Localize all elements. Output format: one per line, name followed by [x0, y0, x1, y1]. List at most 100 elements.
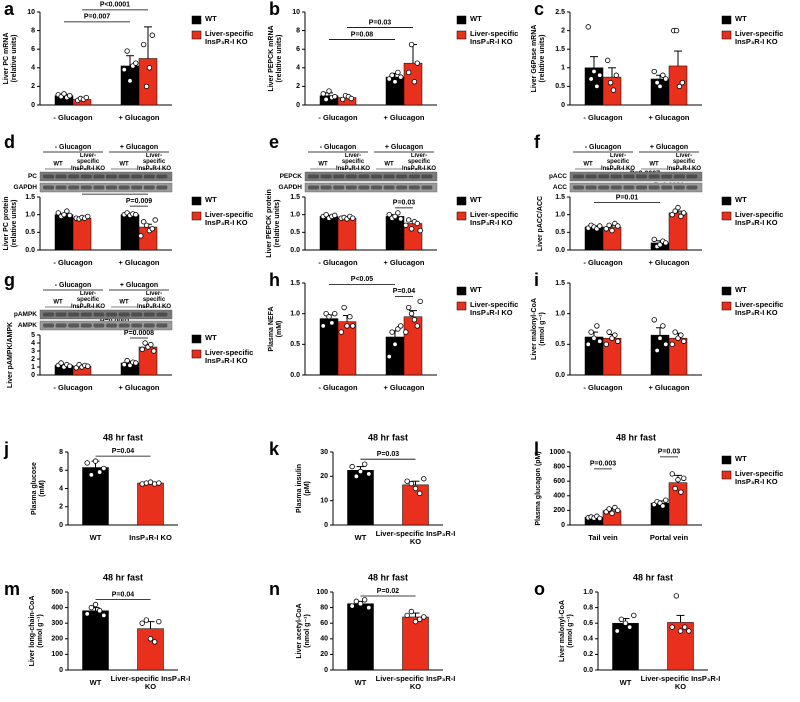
data-point [660, 72, 666, 78]
data-point [67, 363, 73, 369]
blot-group-label: - Glucagon [55, 144, 92, 151]
data-point [146, 65, 153, 71]
data-point [678, 489, 684, 495]
legend-swatch [721, 455, 732, 465]
data-point [408, 41, 415, 48]
legend-label-box: Liver-specific InsP₃R-I KO [205, 211, 253, 226]
y-tick-label: 10 [292, 9, 300, 16]
bar [138, 58, 158, 106]
data-point [140, 219, 147, 225]
data-point [609, 227, 615, 234]
legend-swatch [456, 211, 467, 221]
legend-label: Liver-specific InsP₃R-I KO [470, 211, 519, 227]
blot-lane-label-box: Liver-specific InsP₃R-I KO [667, 153, 701, 171]
x-tick-label: + Glucagon [648, 113, 689, 122]
data-point [591, 68, 597, 75]
bar [402, 484, 429, 526]
data-point [672, 208, 678, 214]
y-axis-label: Plasma glucagon (pM) [535, 451, 542, 525]
data-point [138, 233, 144, 239]
data-point [603, 341, 609, 348]
data-point [341, 304, 347, 311]
data-point [421, 614, 427, 620]
x-tick-label: - Glucagon [318, 258, 358, 267]
blot-band [93, 174, 105, 179]
blot-band [80, 174, 92, 179]
data-point [398, 74, 404, 80]
data-point [414, 60, 421, 66]
data-point [408, 226, 415, 232]
p-value: P=0.03 [658, 449, 680, 456]
x-tick-label-box: Liver-specific InsP₃R-I KO [376, 675, 456, 690]
blot-band [358, 185, 370, 190]
x-tick-label: + Glucagon [383, 383, 424, 392]
blot-band [673, 174, 685, 179]
blot-band [320, 174, 332, 179]
blot-lane-label-box: Liver-specific InsP₃R-I KO [336, 153, 370, 171]
data-point [361, 597, 368, 603]
y-tick-label: 1.0 [555, 311, 565, 318]
y-tick-label: 4 [296, 65, 300, 72]
legend-label-box: WT [735, 455, 747, 462]
y-tick-label: 0.5 [555, 341, 565, 348]
blot-band [80, 312, 92, 317]
blot-band [610, 174, 622, 179]
data-point [156, 618, 162, 625]
panel-letter: b [269, 0, 280, 19]
data-point [612, 332, 618, 338]
data-point [353, 598, 360, 605]
y-tick-label: 80 [320, 604, 328, 611]
data-point [597, 72, 603, 78]
y-tick-label: 1 [561, 65, 565, 72]
blot-row-label: GAPDH [14, 184, 38, 191]
blot-band [396, 185, 408, 190]
data-point [149, 32, 156, 38]
y-tick-label: 8 [296, 27, 300, 34]
blot-lane-label: Liver-specific InsP₃R-I KO [70, 291, 106, 309]
legend-label-box: WT [470, 196, 482, 203]
bar [137, 628, 164, 671]
data-point [606, 329, 612, 335]
data-point [588, 329, 594, 335]
data-point [156, 480, 162, 486]
panel-letter: j [3, 439, 9, 459]
data-point [588, 76, 594, 82]
y-axis-label: (nmol g⁻¹) [539, 312, 546, 346]
data-point [610, 87, 617, 93]
data-point [323, 96, 329, 103]
data-point [403, 329, 409, 335]
blot-band [143, 323, 155, 328]
legend-label: Liver-specific InsP₃R-I KO [205, 349, 254, 365]
panel-title: 48 hr fast [616, 432, 656, 442]
data-point [615, 338, 621, 344]
data-point [417, 227, 423, 234]
legend-label-box: Liver-specific InsP₃R-I KO [735, 301, 783, 316]
bar [612, 622, 639, 671]
data-point [366, 471, 372, 477]
y-axis-label: (nmol g⁻¹) [567, 614, 574, 648]
blot-row-label: pAMPK [14, 311, 37, 318]
bar [668, 212, 688, 251]
data-point [618, 616, 625, 622]
x-tick-label: + Glucagon [118, 258, 159, 267]
y-tick-label: 2.5 [555, 9, 565, 16]
y-tick-label: 1.0 [555, 212, 565, 219]
data-point [386, 76, 392, 82]
p-value: P=0.02 [377, 588, 399, 595]
blot-row-label: PEPCK [280, 173, 303, 180]
data-point [121, 66, 127, 73]
panel-title: 48 hr fast [368, 572, 408, 582]
blot-row-label: AMPK [18, 322, 37, 329]
data-point [651, 236, 657, 243]
p-value: P=0.003 [590, 461, 616, 468]
bar [82, 610, 109, 671]
data-point [143, 617, 150, 623]
data-point [408, 310, 415, 317]
data-point [357, 601, 364, 607]
data-point [673, 27, 680, 34]
y-tick-label: 4 [31, 340, 35, 347]
y-tick-label: 0.0 [25, 247, 35, 254]
data-point [654, 79, 660, 86]
blot-lane-label-box: Liver-specific InsP₃R-I KO [71, 153, 105, 171]
data-point [151, 639, 158, 645]
